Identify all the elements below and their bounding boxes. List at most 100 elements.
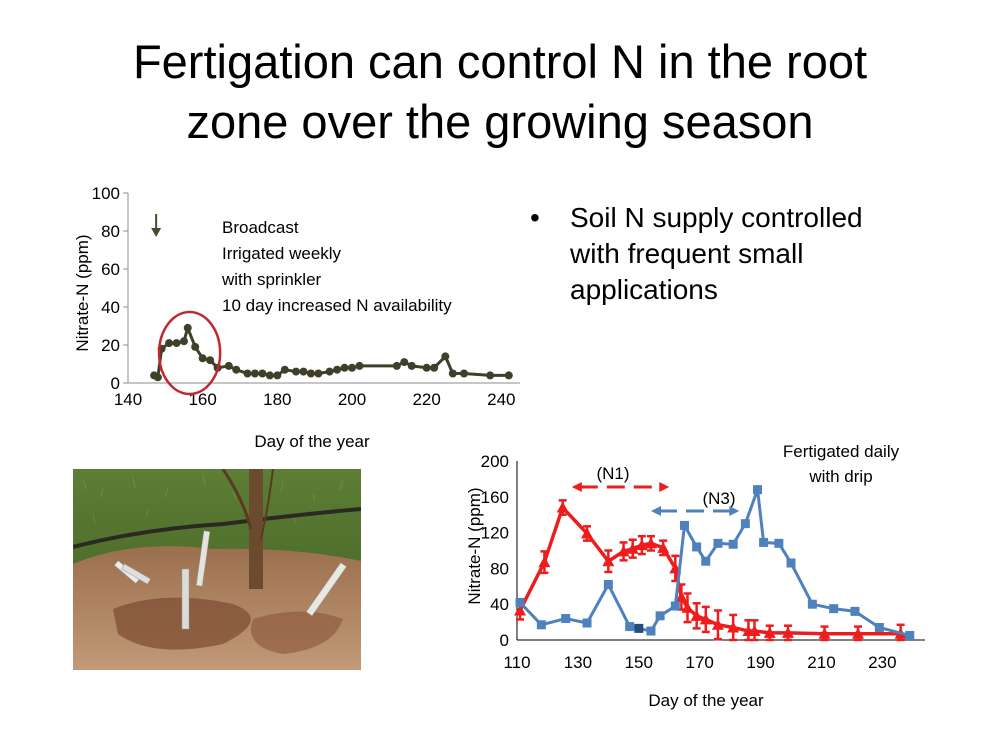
bullet-icon: • xyxy=(530,202,540,233)
chart1-data-point xyxy=(325,367,334,376)
chart1-data-point xyxy=(314,369,323,378)
n1-data-point xyxy=(644,537,657,549)
chart1-data-point xyxy=(250,369,259,378)
slide-title: Fertigation can control N in the root zo… xyxy=(0,32,1000,152)
n1-line xyxy=(518,504,901,636)
n3-data-point xyxy=(536,620,546,630)
n1-data-point xyxy=(818,627,831,639)
annotation-line: Fertigated daily xyxy=(783,442,900,461)
broadcast-arrow-icon xyxy=(151,228,162,237)
highlight-circle xyxy=(157,310,222,396)
chart1-y-tick-label: 100 xyxy=(92,184,120,203)
chart1-data-point xyxy=(486,371,495,380)
n3-period-arrowhead-right-icon xyxy=(729,506,740,516)
n3-data-point xyxy=(905,631,915,641)
chart1-y-tick-label: 20 xyxy=(101,336,120,355)
chart1-data-point xyxy=(392,361,401,370)
n3-label: (N3) xyxy=(702,489,735,508)
n1-data-point xyxy=(690,609,703,621)
n3-data-point xyxy=(753,485,763,495)
n1-data-point xyxy=(556,501,569,513)
chart1-ylabel: Nitrate-N (ppm) xyxy=(73,234,92,351)
n3-data-point xyxy=(786,558,796,568)
n1-data-point xyxy=(763,626,776,638)
chart2-annotation: Fertigated daily with drip (N1) (N3) xyxy=(596,442,899,508)
n1-data-point xyxy=(675,591,688,603)
chart2-y-tick-label: 0 xyxy=(500,631,509,650)
chart1-data-point xyxy=(340,363,349,372)
annotation-line: 10 day increased N availability xyxy=(222,296,452,315)
n3-data-point xyxy=(515,597,525,607)
n3-data-point xyxy=(774,538,784,548)
n3-data-point xyxy=(561,614,571,624)
n1-data-point xyxy=(602,555,615,567)
n3-data-point xyxy=(874,622,884,632)
chart2-y-tick-label: 160 xyxy=(481,488,509,507)
chart1-data-point xyxy=(504,371,513,380)
n3-data-point xyxy=(713,538,723,548)
chart1-x-tick-label: 140 xyxy=(114,390,142,409)
chart1-xlabel: Day of the year xyxy=(254,432,370,451)
n1-data-point xyxy=(711,618,724,630)
n1-data-point xyxy=(538,556,551,568)
n3-period-arrowhead-left-icon xyxy=(650,506,661,516)
n1-data-point xyxy=(699,613,712,625)
n1-label: (N1) xyxy=(596,464,629,483)
chart1-axes xyxy=(123,192,520,384)
n3-data-point xyxy=(679,520,689,530)
chart2-x-tick-label: 130 xyxy=(564,653,592,672)
chart1-data-point xyxy=(232,365,241,374)
n3-data-point xyxy=(646,626,656,636)
bullet-line: Soil N supply controlled xyxy=(570,202,863,233)
chart2-y-tick-label: 40 xyxy=(490,595,509,614)
n1-data-point xyxy=(514,604,527,616)
n3-data-point xyxy=(634,623,644,633)
annotation-line: Irrigated weekly xyxy=(222,244,342,263)
series-n1 xyxy=(514,499,907,642)
chart1-data-point xyxy=(258,369,267,378)
chart2-ylabel: Nitrate-N (ppm) xyxy=(465,487,484,604)
chart1-data-point xyxy=(430,363,439,372)
n3-data-point xyxy=(670,601,680,611)
chart1-x-tick-label: 220 xyxy=(412,390,440,409)
n1-period-arrowhead-right-icon xyxy=(659,482,670,492)
chart1-data-point xyxy=(400,358,409,367)
n3-data-point xyxy=(625,622,635,632)
chart1-data-point xyxy=(460,369,468,378)
chart1-data-point xyxy=(306,369,315,378)
n3-data-point xyxy=(582,618,592,628)
chart1-data-point xyxy=(191,342,200,351)
n3-data-point xyxy=(829,604,839,614)
chart1-data-point xyxy=(180,337,188,346)
annotation-line: with drip xyxy=(808,467,872,486)
n1-data-point xyxy=(852,627,865,639)
chart1-data-point xyxy=(198,354,207,363)
chart1-data-point xyxy=(422,363,431,372)
annotation-line: with sprinkler xyxy=(221,270,322,289)
title-line-1: Fertigation can control N in the root xyxy=(132,35,868,88)
annotation-line: Broadcast xyxy=(222,218,299,237)
chart2-x-tick-label: 150 xyxy=(625,653,653,672)
chart1-y-tick-label: 40 xyxy=(101,298,120,317)
n3-data-point xyxy=(807,599,817,609)
chart1-data-point xyxy=(299,367,308,376)
chart1-data-point xyxy=(441,352,450,361)
n1-data-point xyxy=(626,542,639,554)
bullet-text: Soil N supply controlled with frequent s… xyxy=(570,200,930,308)
chart1-data-point xyxy=(355,361,364,370)
n3-data-point xyxy=(655,611,665,621)
chart2-y-tick-label: 200 xyxy=(481,452,509,471)
n1-data-point xyxy=(657,541,670,553)
n1-data-point xyxy=(617,545,630,557)
chart2-x-tick-label: 190 xyxy=(746,653,774,672)
title-line-2: zone over the growing season xyxy=(186,95,814,148)
chart1-data-point xyxy=(224,361,233,370)
chart1-x-tick-label: 160 xyxy=(188,390,216,409)
n1-period-arrowhead-left-icon xyxy=(571,482,582,492)
chart1-data-point xyxy=(273,371,282,380)
chart1-data-point xyxy=(292,367,300,376)
series-n3 xyxy=(515,485,915,641)
chart1-x-tick-label: 180 xyxy=(263,390,291,409)
chart1-data-point xyxy=(333,365,342,374)
